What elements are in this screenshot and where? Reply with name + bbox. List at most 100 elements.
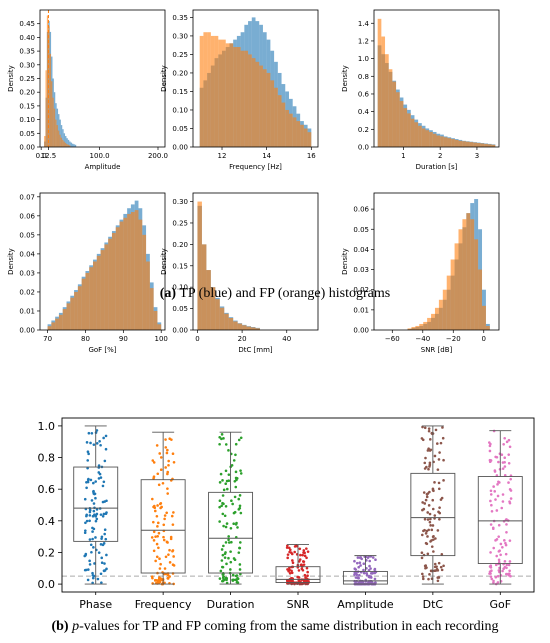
- data-point: [371, 556, 375, 559]
- data-point: [421, 508, 424, 512]
- data-point: [489, 575, 493, 578]
- data-point: [156, 580, 160, 583]
- histogram-bar: [259, 65, 263, 147]
- y-tick-label: 0.35: [172, 14, 188, 22]
- data-point: [105, 553, 108, 557]
- histogram-bar: [296, 121, 301, 147]
- y-tick-label: 0.2: [38, 546, 56, 559]
- data-point: [162, 523, 166, 527]
- x-tick-label: 16: [307, 152, 316, 160]
- data-point: [227, 479, 231, 483]
- data-point: [428, 449, 432, 452]
- data-point: [227, 556, 230, 560]
- data-point: [224, 469, 228, 473]
- data-point: [355, 561, 359, 565]
- data-point: [427, 504, 431, 507]
- histogram-bar: [429, 131, 433, 147]
- data-point: [161, 481, 165, 485]
- y-tick-label: 0.20: [172, 241, 188, 249]
- data-point: [172, 564, 176, 567]
- y-tick-label: 0.06: [353, 206, 369, 214]
- data-point: [441, 436, 445, 440]
- data-point: [422, 529, 425, 533]
- data-point: [438, 506, 441, 509]
- y-tick-label: 0.8: [358, 73, 369, 81]
- data-point: [503, 436, 506, 440]
- category-label: Frequency: [135, 598, 192, 611]
- data-point: [358, 573, 361, 577]
- data-point: [507, 563, 511, 567]
- data-point: [91, 530, 94, 533]
- data-point: [91, 571, 94, 575]
- data-point: [222, 524, 225, 528]
- data-point: [424, 498, 428, 502]
- y-tick-label: 0.15: [19, 102, 35, 110]
- data-point: [503, 456, 507, 459]
- data-point: [239, 469, 242, 472]
- x-tick-label: 2: [438, 152, 442, 160]
- histogram-bar: [96, 255, 101, 330]
- data-point: [503, 565, 507, 569]
- data-point: [504, 541, 507, 545]
- data-point: [304, 576, 307, 579]
- histogram-bar: [465, 141, 470, 147]
- data-point: [221, 579, 224, 583]
- data-point: [151, 497, 154, 501]
- data-point: [105, 499, 108, 503]
- data-point: [97, 477, 101, 480]
- data-point: [220, 433, 224, 436]
- data-point: [508, 500, 511, 503]
- box-iqr: [73, 466, 119, 542]
- data-point: [433, 565, 437, 569]
- data-point: [91, 514, 95, 518]
- histogram-bar: [418, 125, 422, 147]
- data-point: [424, 456, 427, 460]
- data-point: [507, 461, 511, 465]
- axes-frame: [373, 192, 500, 331]
- data-point: [427, 467, 430, 471]
- histogram-bar: [47, 326, 52, 330]
- data-point: [371, 572, 374, 575]
- histogram-bar: [443, 137, 448, 147]
- data-point: [497, 460, 500, 464]
- data-point: [218, 577, 222, 580]
- x-tick-label: 3: [475, 152, 479, 160]
- y-tick-label: 1.0: [358, 55, 369, 63]
- histogram-bar: [281, 102, 286, 147]
- histogram-bar: [49, 53, 52, 148]
- histogram-bar: [474, 239, 479, 330]
- y-tick-label: 0.10: [172, 284, 188, 292]
- data-point: [430, 545, 434, 548]
- data-point: [219, 569, 223, 573]
- data-point: [493, 490, 497, 493]
- data-point: [374, 558, 377, 561]
- data-point: [434, 428, 438, 432]
- data-point: [95, 429, 99, 432]
- histogram-bar: [203, 32, 208, 147]
- y-tick-label: 0.30: [172, 198, 188, 206]
- data-point: [156, 521, 160, 525]
- data-point: [165, 511, 168, 515]
- data-point: [439, 498, 443, 501]
- histogram-bar: [485, 325, 490, 330]
- data-point: [156, 525, 159, 528]
- histogram-bar: [228, 318, 234, 330]
- histogram-bar: [274, 87, 278, 147]
- data-point: [222, 575, 225, 578]
- data-point: [89, 441, 92, 445]
- caption-b-text: -values for TP and FP coming from the sa…: [79, 619, 499, 634]
- axes-frame: [373, 9, 500, 148]
- data-point: [229, 560, 233, 564]
- data-point: [83, 531, 87, 535]
- data-point: [427, 577, 430, 581]
- histogram-bar: [255, 328, 260, 330]
- data-point: [357, 565, 360, 569]
- data-point: [103, 562, 106, 565]
- data-point: [423, 461, 427, 465]
- data-point: [155, 542, 159, 546]
- data-point: [305, 556, 308, 560]
- data-point: [507, 453, 511, 456]
- data-point: [156, 535, 159, 538]
- histogram-bar: [388, 69, 393, 147]
- x-tick-label: 12: [218, 152, 227, 160]
